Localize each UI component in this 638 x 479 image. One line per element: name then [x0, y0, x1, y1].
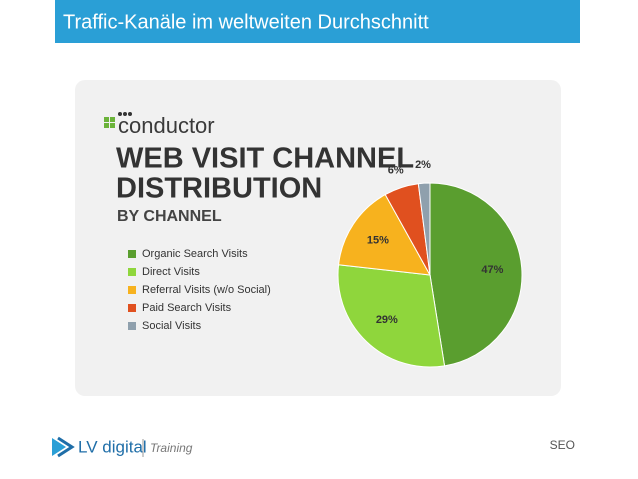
value-label: 6%: [388, 164, 404, 176]
legend-label: Organic Search Visits: [142, 248, 248, 260]
footer-logo: [52, 436, 75, 458]
legend-swatch: [128, 286, 136, 294]
legend-swatch: [128, 304, 136, 312]
footer-tag: Training: [150, 441, 193, 455]
pie-slice: [417, 182, 431, 276]
legend-swatch: [128, 322, 136, 330]
brand: conductor: [118, 113, 215, 138]
slide-title: Traffic-Kanäle im weltweiten Durchschnit…: [63, 11, 429, 33]
footer-brand: LV digital: [78, 437, 147, 456]
legend-label: Paid Search Visits: [142, 302, 232, 314]
chart-title: DISTRIBUTION: [116, 173, 322, 205]
chart-subtitle: BY CHANNEL: [117, 208, 222, 225]
value-label: 47%: [481, 264, 503, 276]
brand-icon: [104, 112, 132, 128]
footer-section: SEO: [550, 438, 575, 452]
value-label: 29%: [376, 314, 398, 326]
legend-label: Social Visits: [142, 320, 202, 332]
legend-swatch: [128, 268, 136, 276]
value-label: 15%: [367, 234, 389, 246]
legend-label: Direct Visits: [142, 266, 200, 278]
header-bar: [55, 0, 580, 43]
legend-label: Referral Visits (w/o Social): [142, 284, 271, 296]
value-label: 2%: [415, 159, 431, 171]
legend-swatch: [128, 250, 136, 258]
pie-slice: [337, 264, 446, 368]
pie-slice: [429, 182, 523, 367]
chart-title: WEB VISIT CHANNEL: [116, 143, 414, 175]
pie-slice: [338, 193, 431, 276]
